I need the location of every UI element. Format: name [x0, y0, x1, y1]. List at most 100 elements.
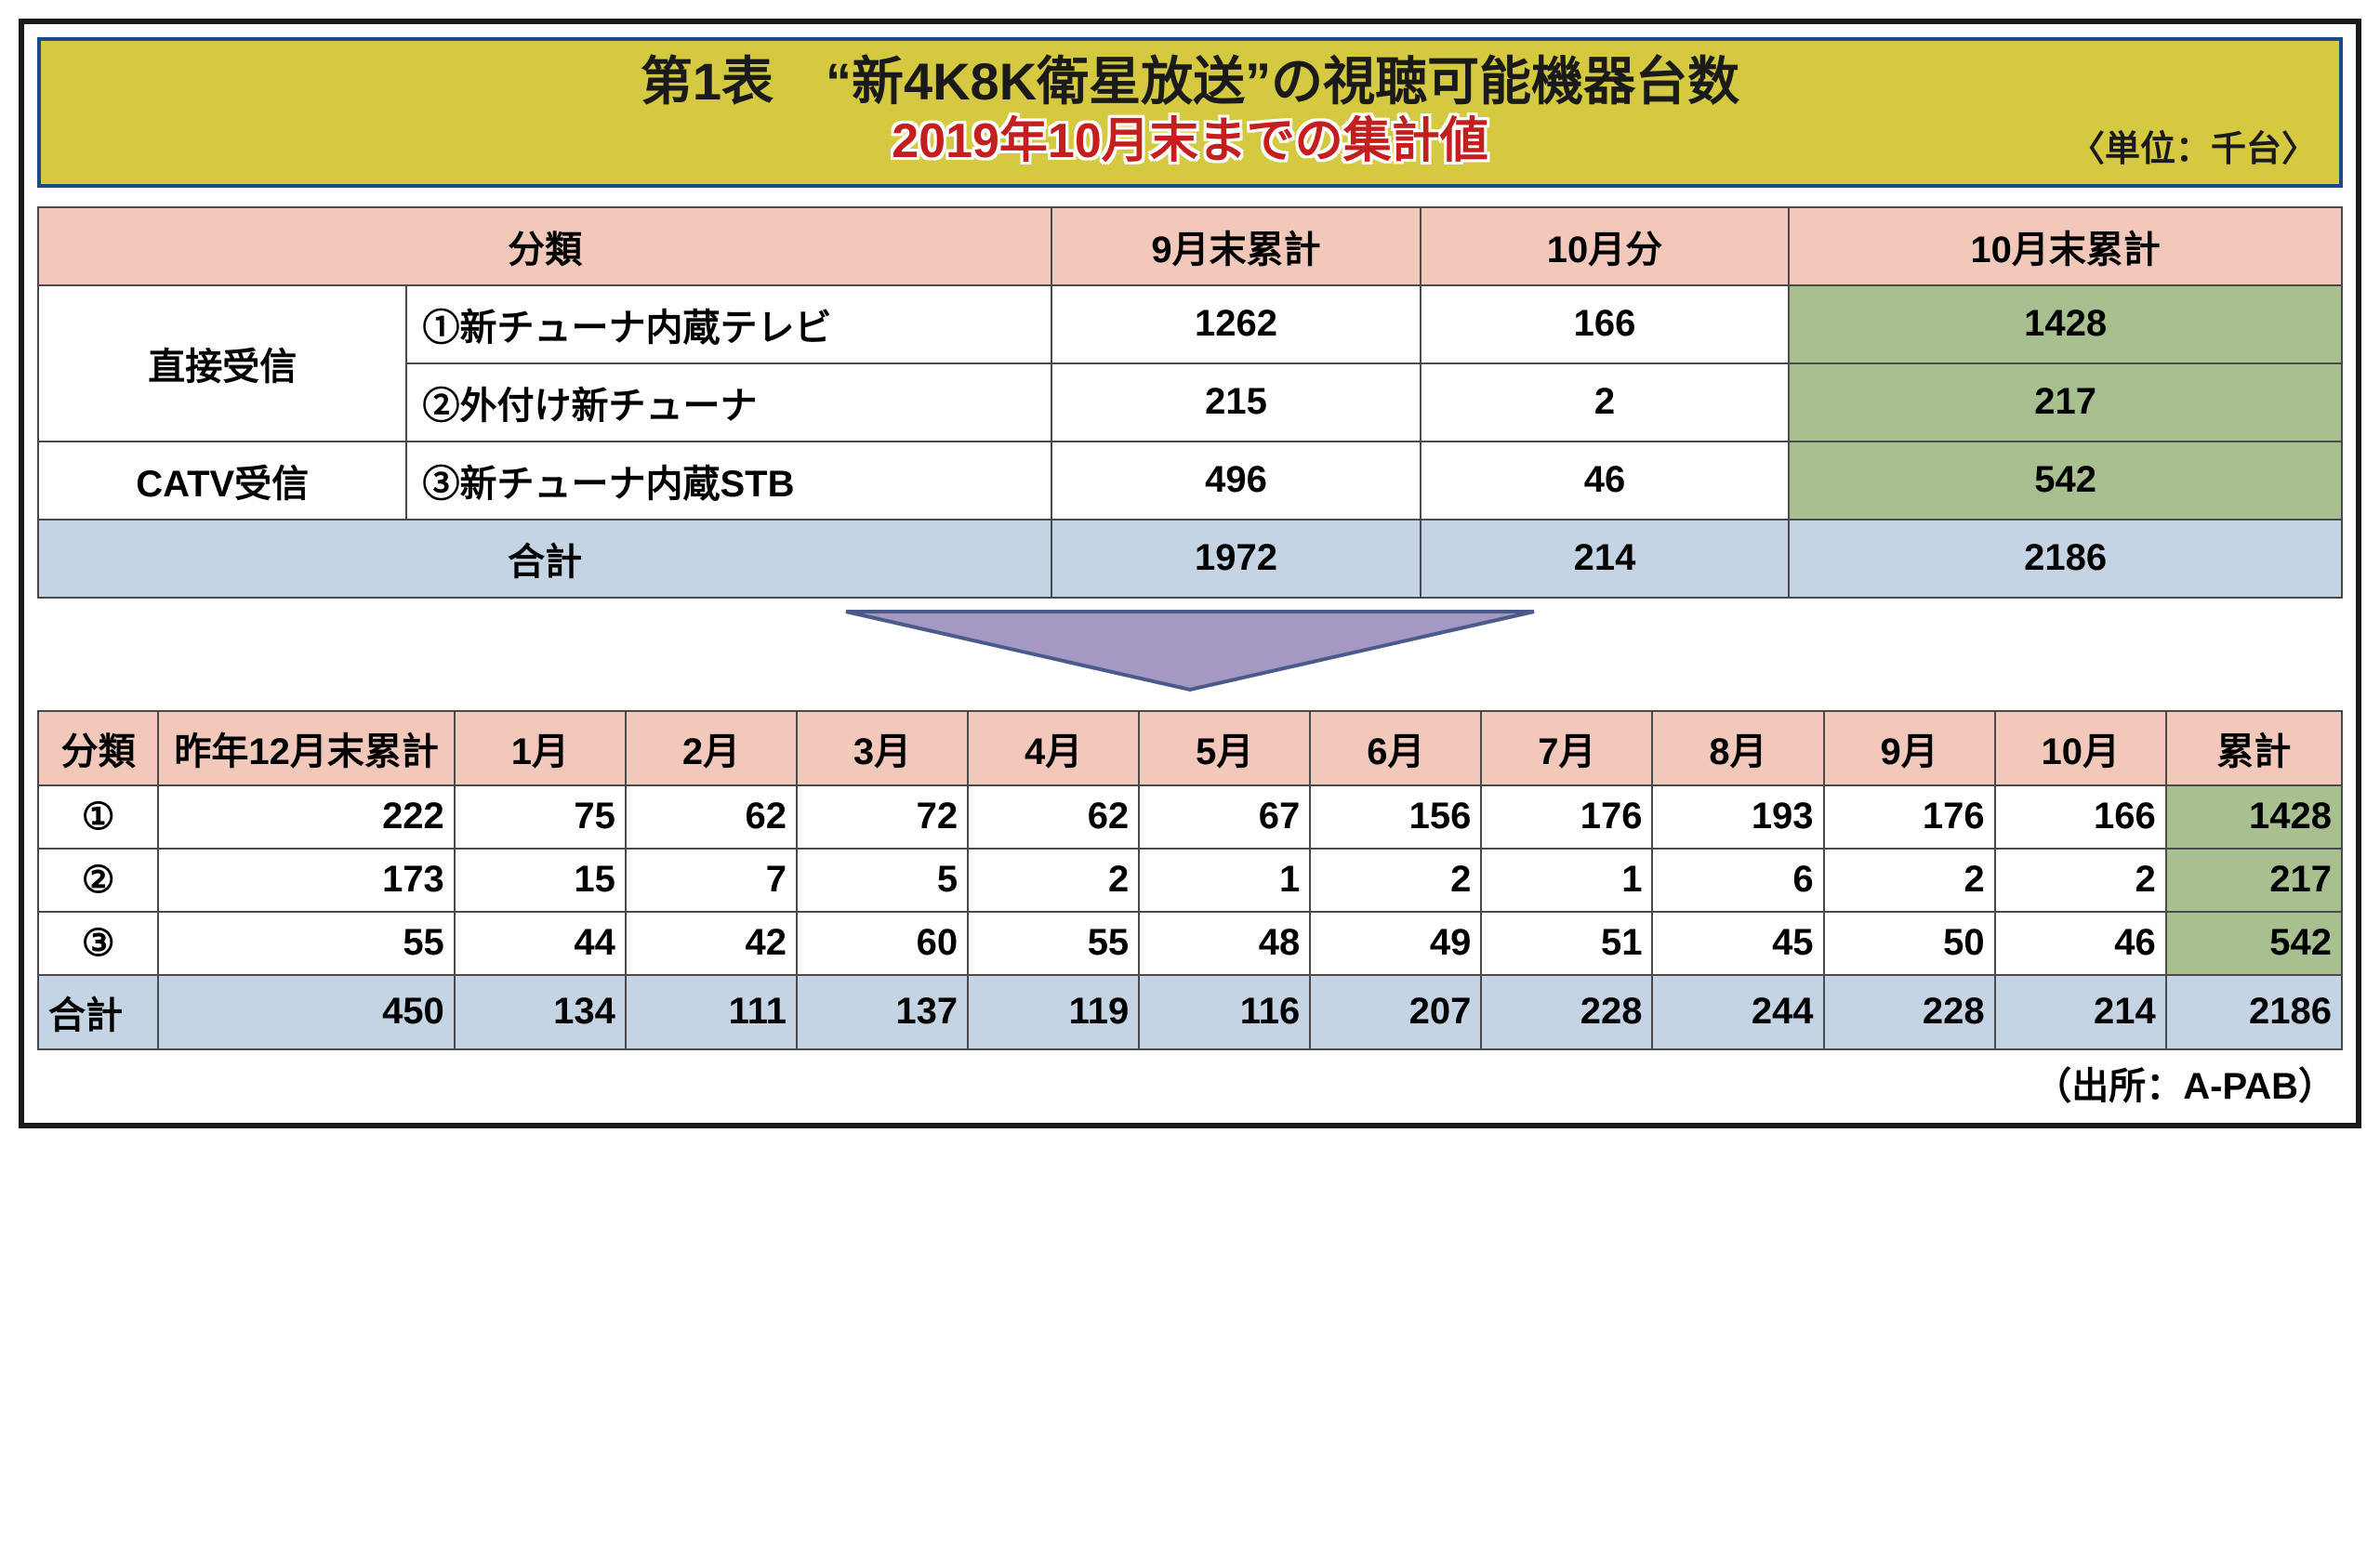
- ms-5: 116: [1139, 975, 1310, 1049]
- row1-oct: 166: [1421, 285, 1789, 363]
- summary-header-row: 分類 9月末累計 10月分 10月末累計: [38, 207, 2342, 285]
- m3-4: 55: [968, 912, 1139, 975]
- mh-5: 5月: [1139, 711, 1310, 785]
- m3-6: 49: [1310, 912, 1481, 975]
- down-arrow-icon: [837, 604, 1543, 697]
- m2-3: 5: [797, 849, 968, 912]
- m1-1: 75: [455, 785, 626, 849]
- m3-10: 46: [1995, 912, 2166, 975]
- summary-row-3: CATV受信 ③新チューナ内蔵STB 496 46 542: [38, 441, 2342, 520]
- unit-label: 〈単位：千台〉: [2069, 120, 2317, 171]
- group-catv: CATV受信: [38, 441, 406, 520]
- title-line-2: 2019年10月末までの集計値: [60, 112, 2320, 170]
- m2-9: 2: [1824, 849, 1995, 912]
- m2-8: 6: [1652, 849, 1823, 912]
- monthly-row-3: ③ 55 44 42 60 55 48 49 51 45 50 46 542: [38, 912, 2342, 975]
- m1-dec: 222: [158, 785, 454, 849]
- m2-5: 1: [1139, 849, 1310, 912]
- m2-6: 2: [1310, 849, 1481, 912]
- m1-5: 67: [1139, 785, 1310, 849]
- sum-sep: 1972: [1051, 520, 1420, 598]
- row1-total: 1428: [1789, 285, 2342, 363]
- monthly-header-row: 分類 昨年12月末累計 1月 2月 3月 4月 5月 6月 7月 8月 9月 1…: [38, 711, 2342, 785]
- col-sep-total: 9月末累計: [1051, 207, 1420, 285]
- ms-8: 244: [1652, 975, 1823, 1049]
- m1-3: 72: [797, 785, 968, 849]
- m3-1: 44: [455, 912, 626, 975]
- monthly-table: 分類 昨年12月末累計 1月 2月 3月 4月 5月 6月 7月 8月 9月 1…: [37, 710, 2343, 1050]
- col-oct-total: 10月末累計: [1789, 207, 2342, 285]
- m1-2: 62: [626, 785, 797, 849]
- sum-label: 合計: [38, 520, 1051, 598]
- mh-total: 累計: [2166, 711, 2342, 785]
- m3-3: 60: [797, 912, 968, 975]
- ms-10: 214: [1995, 975, 2166, 1049]
- mh-10: 10月: [1995, 711, 2166, 785]
- ms-2: 111: [626, 975, 797, 1049]
- sum-total: 2186: [1789, 520, 2342, 598]
- ms-3: 137: [797, 975, 968, 1049]
- m1-cat: ①: [38, 785, 158, 849]
- row3-oct: 46: [1421, 441, 1789, 520]
- m3-2: 42: [626, 912, 797, 975]
- mh-cat: 分類: [38, 711, 158, 785]
- mh-2: 2月: [626, 711, 797, 785]
- row3-label: ③新チューナ内蔵STB: [406, 441, 1051, 520]
- m2-dec: 173: [158, 849, 454, 912]
- source-label: （出所：A-PAB）: [37, 1056, 2343, 1110]
- ms-dec: 450: [158, 975, 454, 1049]
- m1-4: 62: [968, 785, 1139, 849]
- m2-7: 1: [1481, 849, 1652, 912]
- m3-cat: ③: [38, 912, 158, 975]
- m3-8: 45: [1652, 912, 1823, 975]
- m1-8: 193: [1652, 785, 1823, 849]
- m2-cat: ②: [38, 849, 158, 912]
- row2-label: ②外付け新チューナ: [406, 363, 1051, 441]
- summary-row-1: 直接受信 ①新チューナ内蔵テレビ 1262 166 1428: [38, 285, 2342, 363]
- m1-7: 176: [1481, 785, 1652, 849]
- document-frame: 第1表 “新4K8K衛星放送”の視聴可能機器台数 2019年10月末までの集計値…: [19, 19, 2361, 1128]
- m2-10: 2: [1995, 849, 2166, 912]
- mh-3: 3月: [797, 711, 968, 785]
- m3-5: 48: [1139, 912, 1310, 975]
- m2-total: 217: [2166, 849, 2342, 912]
- row2-oct: 2: [1421, 363, 1789, 441]
- mh-dec: 昨年12月末累計: [158, 711, 454, 785]
- m1-10: 166: [1995, 785, 2166, 849]
- row3-sep: 496: [1051, 441, 1420, 520]
- mh-4: 4月: [968, 711, 1139, 785]
- group-direct: 直接受信: [38, 285, 406, 441]
- mh-7: 7月: [1481, 711, 1652, 785]
- mh-6: 6月: [1310, 711, 1481, 785]
- ms-total: 2186: [2166, 975, 2342, 1049]
- row3-total: 542: [1789, 441, 2342, 520]
- down-arrow-wrap: [37, 604, 2343, 697]
- row1-sep: 1262: [1051, 285, 1420, 363]
- summary-table: 分類 9月末累計 10月分 10月末累計 直接受信 ①新チューナ内蔵テレビ 12…: [37, 206, 2343, 599]
- m3-dec: 55: [158, 912, 454, 975]
- title-banner: 第1表 “新4K8K衛星放送”の視聴可能機器台数 2019年10月末までの集計値…: [37, 37, 2343, 188]
- m2-2: 7: [626, 849, 797, 912]
- row2-sep: 215: [1051, 363, 1420, 441]
- ms-6: 207: [1310, 975, 1481, 1049]
- ms-cat: 合計: [38, 975, 158, 1049]
- m2-4: 2: [968, 849, 1139, 912]
- m3-total: 542: [2166, 912, 2342, 975]
- mh-8: 8月: [1652, 711, 1823, 785]
- monthly-row-sum: 合計 450 134 111 137 119 116 207 228 244 2…: [38, 975, 2342, 1049]
- row1-label: ①新チューナ内蔵テレビ: [406, 285, 1051, 363]
- mh-1: 1月: [455, 711, 626, 785]
- row2-total: 217: [1789, 363, 2342, 441]
- ms-4: 119: [968, 975, 1139, 1049]
- m1-total: 1428: [2166, 785, 2342, 849]
- ms-1: 134: [455, 975, 626, 1049]
- col-category: 分類: [38, 207, 1051, 285]
- monthly-row-1: ① 222 75 62 72 62 67 156 176 193 176 166…: [38, 785, 2342, 849]
- m2-1: 15: [455, 849, 626, 912]
- monthly-row-2: ② 173 15 7 5 2 1 2 1 6 2 2 217: [38, 849, 2342, 912]
- m3-9: 50: [1824, 912, 1995, 975]
- m1-6: 156: [1310, 785, 1481, 849]
- ms-7: 228: [1481, 975, 1652, 1049]
- m3-7: 51: [1481, 912, 1652, 975]
- col-oct: 10月分: [1421, 207, 1789, 285]
